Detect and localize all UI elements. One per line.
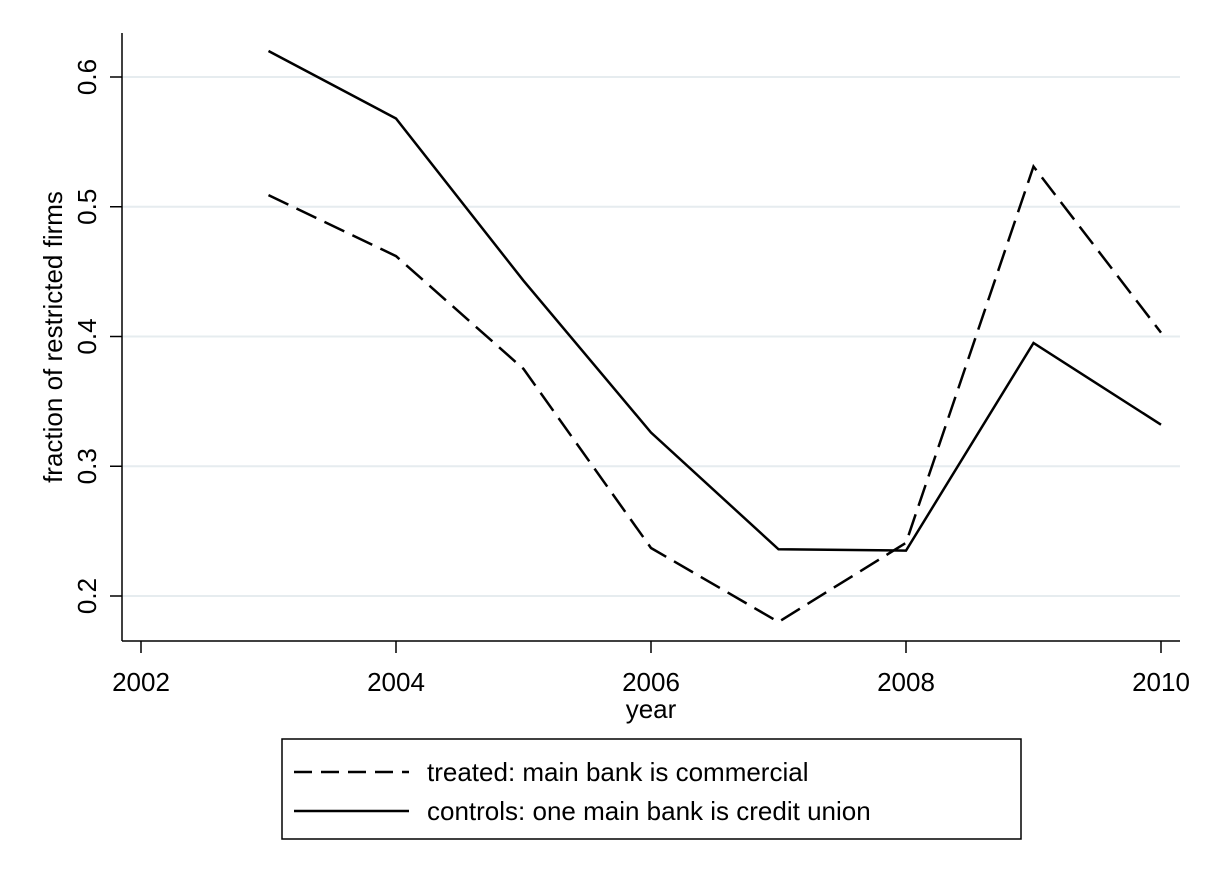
y-tick-label: 0.6 bbox=[72, 59, 102, 95]
grid-lines bbox=[122, 76, 1180, 597]
x-axis-title: year bbox=[626, 694, 677, 724]
series-lines bbox=[267, 49, 1162, 624]
y-axis-title: fraction of restricted firms bbox=[38, 191, 68, 483]
y-tick-label: 0.2 bbox=[72, 578, 102, 614]
legend-label-controls: controls: one main bank is credit union bbox=[427, 796, 871, 826]
legend: treated: main bank is commercial control… bbox=[281, 738, 1022, 840]
y-axis-ticks: 0.2 0.3 0.4 0.5 0.6 bbox=[72, 59, 122, 614]
y-tick-label: 0.3 bbox=[72, 448, 102, 484]
legend-label-treated: treated: main bank is commercial bbox=[427, 757, 808, 787]
x-axis-ticks: 2002 2004 2006 2008 2010 bbox=[112, 641, 1190, 697]
x-tick-label: 2010 bbox=[1132, 667, 1190, 697]
legend-box bbox=[281, 738, 1022, 840]
x-tick-label: 2002 bbox=[112, 667, 170, 697]
x-tick-label: 2004 bbox=[367, 667, 425, 697]
y-tick-label: 0.4 bbox=[72, 318, 102, 354]
x-tick-label: 2008 bbox=[877, 667, 935, 697]
x-tick-label: 2006 bbox=[622, 667, 680, 697]
series-line-controls bbox=[267, 49, 1162, 552]
y-tick-label: 0.5 bbox=[72, 189, 102, 225]
series-line-treated bbox=[267, 163, 1162, 624]
